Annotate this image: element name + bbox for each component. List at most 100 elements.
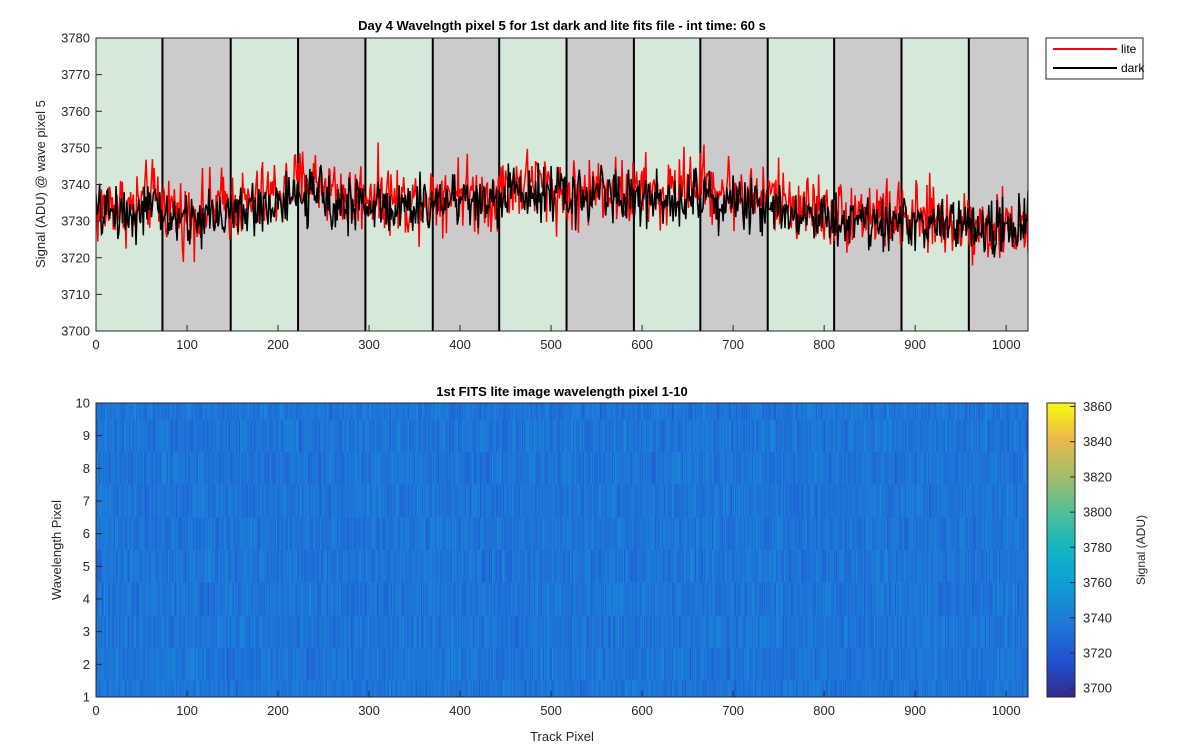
- heatmap-cell: [460, 550, 463, 583]
- heatmap-cell: [936, 680, 939, 697]
- heatmap-cell: [855, 680, 858, 697]
- heatmap-cell: [440, 550, 442, 583]
- y-tick-label: 3720: [61, 250, 90, 265]
- heatmap-cell: [770, 615, 772, 648]
- heatmap-cell: [815, 648, 817, 681]
- heatmap-cell: [997, 648, 1000, 681]
- heatmap-cell: [200, 680, 202, 697]
- heatmap-cell: [464, 550, 466, 583]
- heatmap-cell: [473, 615, 475, 648]
- heatmap-cell: [771, 550, 773, 583]
- heatmap-cell: [742, 615, 744, 648]
- heatmap-cell: [112, 582, 114, 616]
- heatmap-cell: [617, 550, 619, 583]
- heatmap-cell: [938, 680, 941, 697]
- heatmap-cell: [582, 648, 585, 681]
- heatmap-cell: [565, 648, 567, 681]
- heatmap-cell: [964, 680, 966, 697]
- heatmap-cell: [496, 680, 498, 697]
- heatmap-cell: [408, 680, 410, 697]
- heatmap-cell: [588, 648, 590, 681]
- heatmap-cell: [976, 615, 978, 648]
- heatmap-cell: [679, 648, 681, 681]
- heatmap-cell: [965, 615, 967, 648]
- heatmap-cell: [749, 648, 751, 681]
- heatmap-cell: [892, 615, 894, 648]
- heatmap-cell: [252, 680, 254, 697]
- heatmap-cell: [197, 615, 199, 648]
- heatmap-cell: [103, 582, 105, 616]
- heatmap-cell: [758, 680, 760, 697]
- heatmap-cell: [501, 550, 504, 583]
- heatmap-cell: [568, 680, 570, 697]
- heatmap-cell: [1005, 648, 1007, 681]
- heatmap-cell: [471, 582, 474, 616]
- heatmap-cell: [282, 648, 284, 681]
- heatmap-cell: [809, 550, 811, 583]
- heatmap-cell: [892, 680, 894, 697]
- heatmap-cell: [948, 582, 951, 616]
- heatmap-cell: [868, 648, 870, 681]
- heatmap-cell: [800, 550, 802, 583]
- heatmap-cell: [347, 648, 349, 681]
- heatmap-cell: [204, 648, 206, 681]
- heatmap-cell: [915, 680, 917, 697]
- heatmap-cell: [986, 680, 988, 697]
- heatmap-cell: [347, 615, 349, 648]
- heatmap-cell: [116, 648, 118, 681]
- heatmap-cell: [728, 648, 730, 681]
- heatmap-cell: [358, 680, 360, 697]
- heatmap-cell: [468, 550, 470, 583]
- heatmap-cell: [237, 582, 239, 616]
- heatmap-cell: [663, 550, 666, 583]
- heatmap-cell: [733, 550, 735, 583]
- heatmap-cell: [967, 648, 970, 681]
- heatmap-cell: [738, 550, 740, 583]
- heatmap-cell: [957, 648, 959, 681]
- heatmap-cell: [168, 680, 171, 697]
- heatmap-cell: [645, 615, 647, 648]
- heatmap-cell: [155, 680, 157, 697]
- heatmap-cell: [947, 680, 950, 697]
- heatmap-cell: [386, 680, 388, 697]
- heatmap-cell: [576, 648, 578, 681]
- heatmap-cell: [994, 680, 996, 697]
- heatmap-cell: [622, 680, 625, 697]
- heatmap-cell: [753, 648, 755, 681]
- heatmap-cell: [244, 582, 246, 616]
- heatmap-cell: [211, 582, 213, 616]
- heatmap-cell: [751, 648, 753, 681]
- heatmap-cell: [248, 550, 251, 583]
- heatmap-cell: [927, 648, 930, 681]
- heatmap-cell: [173, 648, 175, 681]
- heatmap-cell: [493, 648, 495, 681]
- heatmap-cell: [508, 615, 510, 648]
- heatmap-cell: [145, 648, 147, 681]
- heatmap-cell: [226, 648, 228, 681]
- heatmap-cell: [805, 648, 807, 681]
- heatmap-cell: [681, 582, 683, 616]
- heatmap-cell: [939, 615, 941, 648]
- heatmap-cell: [851, 615, 853, 648]
- heatmap-cell: [449, 680, 451, 697]
- heatmap-cell: [824, 648, 826, 681]
- heatmap-cell: [553, 680, 556, 697]
- heatmap-cell: [213, 648, 215, 681]
- heatmap-cell: [816, 648, 819, 681]
- heatmap-cell: [105, 615, 107, 648]
- heatmap-cell: [173, 582, 175, 616]
- heatmap-cell: [794, 550, 796, 583]
- heatmap-cell: [674, 582, 677, 616]
- heatmap-cell: [452, 550, 455, 583]
- heatmap-cell: [394, 648, 396, 681]
- heatmap-cell: [378, 615, 380, 648]
- heatmap-cell: [978, 582, 981, 616]
- heatmap-cell: [142, 550, 144, 583]
- heatmap-cell: [803, 550, 805, 583]
- heatmap-cell: [682, 615, 684, 648]
- heatmap-cell: [1019, 648, 1022, 681]
- heatmap-cell: [258, 680, 261, 697]
- heatmap-cell: [385, 648, 387, 681]
- heatmap-cell: [1020, 648, 1022, 681]
- heatmap-cell: [717, 582, 719, 616]
